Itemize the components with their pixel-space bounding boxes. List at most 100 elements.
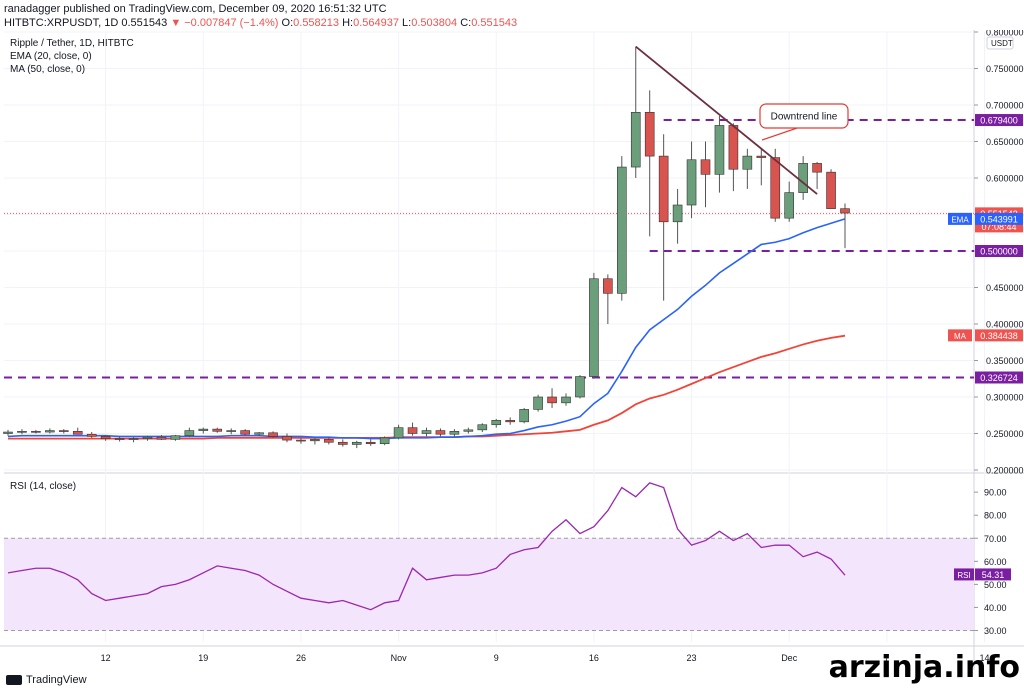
candle-up bbox=[491, 420, 502, 426]
candle-down bbox=[296, 439, 306, 442]
candle-up bbox=[686, 159, 697, 206]
candle-up bbox=[379, 437, 390, 445]
price-tick-label: 0.700000 bbox=[986, 101, 1024, 111]
candle-down bbox=[240, 430, 250, 435]
candle-up bbox=[616, 166, 627, 294]
candle-up bbox=[561, 396, 571, 404]
rsi-tick-label: 70.00 bbox=[984, 534, 1007, 544]
high-value: 0.564937 bbox=[353, 17, 399, 29]
rsi-line bbox=[7, 482, 846, 611]
currency-box bbox=[986, 36, 1014, 50]
candle-up bbox=[184, 430, 195, 436]
level-price-tag bbox=[975, 245, 1023, 257]
candle-up bbox=[463, 429, 474, 432]
currency-label: USDT bbox=[991, 39, 1013, 48]
candle-down bbox=[86, 433, 97, 437]
candle-down bbox=[337, 441, 348, 445]
price-change: ▼ −0.007847 (−1.4%) bbox=[170, 17, 279, 29]
candle-down bbox=[324, 439, 334, 443]
candle-up bbox=[3, 431, 13, 434]
candle-up bbox=[477, 424, 488, 431]
candle-up bbox=[742, 155, 753, 170]
candle-up bbox=[226, 430, 236, 432]
level-price-tag bbox=[975, 371, 1023, 384]
time-tick-label: Dec bbox=[781, 653, 798, 663]
candle-down bbox=[812, 163, 822, 173]
time-tick-label: 9 bbox=[494, 653, 499, 663]
level-price-label: 0.326724 bbox=[980, 373, 1018, 383]
ema-legend: EMA (20, close, 0) bbox=[10, 51, 92, 62]
last-price: 0.551543 bbox=[121, 17, 168, 29]
price-tick-label: 0.350000 bbox=[986, 356, 1024, 366]
level-price-label: 0.500000 bbox=[980, 247, 1018, 257]
candle-up bbox=[714, 125, 725, 175]
indicator-tag-box bbox=[948, 212, 972, 225]
ohlc-line: HITBTC:XRPUSDT, 1D 0.551543 ▼ −0.007847 … bbox=[4, 17, 517, 29]
candle-down bbox=[114, 438, 125, 440]
candle-down bbox=[365, 441, 376, 445]
time-tick-label: 26 bbox=[296, 653, 306, 663]
candle-up bbox=[198, 428, 209, 431]
annotation-label: Downtrend line bbox=[771, 112, 838, 123]
candle-up bbox=[784, 192, 795, 219]
tradingview-logo-icon bbox=[6, 675, 22, 685]
chart-title: Ripple / Tether, 1D, HITBTC bbox=[10, 38, 134, 49]
candle-up bbox=[449, 431, 460, 435]
axis-price-label: 0.543991 bbox=[980, 214, 1018, 224]
price-tick-label: 0.400000 bbox=[986, 320, 1024, 330]
candle-up bbox=[254, 432, 264, 435]
candle-down bbox=[770, 157, 781, 219]
downtrend-line bbox=[635, 45, 818, 195]
tradingview-brand: TradingView bbox=[26, 674, 87, 686]
indicator-tag: MA bbox=[954, 332, 967, 341]
axis-price-tag bbox=[975, 212, 1023, 225]
candle-down bbox=[282, 436, 292, 441]
rsi-tick-label: 60.00 bbox=[984, 557, 1007, 567]
price-tick-label: 0.250000 bbox=[986, 429, 1024, 439]
candle-up bbox=[351, 441, 362, 445]
open-label: O: bbox=[281, 17, 294, 29]
candle-down bbox=[58, 430, 69, 432]
time-tick-label: 23 bbox=[687, 653, 697, 663]
rsi-value-tag bbox=[975, 568, 1011, 581]
price-chart[interactable]: 0.200000 0.250000 0.300000 0.350000 0.400000… bbox=[0, 30, 1024, 670]
footer: TradingView bbox=[0, 670, 1024, 690]
candle-down bbox=[435, 430, 446, 435]
candle-up bbox=[393, 427, 404, 439]
rsi-band bbox=[4, 538, 974, 631]
candle-up bbox=[142, 436, 153, 439]
close-label: C: bbox=[460, 17, 472, 29]
candle-down bbox=[31, 431, 41, 433]
time-tick-label: 12 bbox=[101, 653, 111, 663]
axis-price-label: 0.384438 bbox=[980, 331, 1018, 341]
candle-up bbox=[45, 430, 55, 433]
level-price-tag bbox=[975, 114, 1023, 127]
candle-down bbox=[268, 432, 278, 437]
time-tick-label: 7 bbox=[884, 653, 889, 663]
candle-up bbox=[170, 435, 181, 440]
tradingview-logo[interactable]: TradingView bbox=[6, 674, 87, 686]
candle-up bbox=[533, 396, 543, 410]
open-value: 0.558213 bbox=[293, 17, 340, 29]
candle-down bbox=[156, 436, 167, 440]
candle-up bbox=[519, 409, 529, 423]
candle-up bbox=[630, 112, 641, 168]
candle-up bbox=[17, 431, 27, 433]
candle-down bbox=[700, 159, 711, 175]
candle-down bbox=[547, 396, 557, 404]
candle-up bbox=[672, 204, 683, 223]
candle-down bbox=[100, 436, 111, 439]
price-tick-label: 0.600000 bbox=[986, 174, 1024, 184]
price-tick-label: 0.800000 bbox=[986, 30, 1024, 38]
low-value: 0.503804 bbox=[411, 17, 458, 29]
rsi-tick-label: 30.00 bbox=[984, 626, 1007, 636]
annotation-box bbox=[759, 103, 849, 129]
price-tick-label: 0.650000 bbox=[986, 137, 1024, 147]
high-label: H: bbox=[342, 17, 354, 29]
rsi-tick-label: 90.00 bbox=[984, 488, 1007, 498]
time-tick-label: 14 bbox=[979, 653, 989, 663]
candle-down bbox=[505, 420, 516, 423]
chart-header: ranadagger published on TradingView.com,… bbox=[0, 0, 1024, 34]
rsi-tag-box bbox=[954, 568, 974, 581]
candle-up bbox=[589, 278, 599, 377]
